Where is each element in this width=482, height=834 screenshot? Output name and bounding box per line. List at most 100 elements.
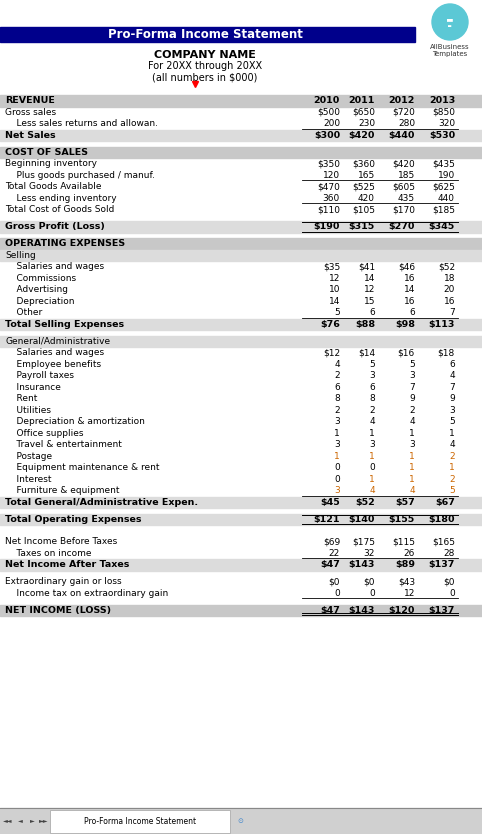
Text: 1: 1 <box>369 429 375 438</box>
Text: 120: 120 <box>323 171 340 180</box>
Text: 20: 20 <box>443 285 455 294</box>
Text: $137: $137 <box>428 605 455 615</box>
Text: 1: 1 <box>409 475 415 484</box>
Text: 0: 0 <box>334 463 340 472</box>
Bar <box>0 559 482 570</box>
Text: $300: $300 <box>314 131 340 140</box>
Text: $18: $18 <box>438 349 455 357</box>
Text: 6: 6 <box>369 309 375 317</box>
Text: $143: $143 <box>348 560 375 570</box>
Text: 4: 4 <box>335 359 340 369</box>
Text: 2: 2 <box>335 406 340 414</box>
Text: 4: 4 <box>409 486 415 495</box>
Text: 14: 14 <box>329 297 340 306</box>
Text: 320: 320 <box>438 119 455 128</box>
Text: $143: $143 <box>348 605 375 615</box>
Text: $89: $89 <box>395 560 415 570</box>
Text: $0: $0 <box>329 577 340 586</box>
Bar <box>0 514 482 525</box>
Text: 0: 0 <box>369 463 375 472</box>
Text: Net Income After Taxes: Net Income After Taxes <box>5 560 129 570</box>
Text: 28: 28 <box>443 549 455 558</box>
Text: Salaries and wages: Salaries and wages <box>5 349 104 357</box>
Text: 12: 12 <box>403 589 415 598</box>
Text: 200: 200 <box>323 119 340 128</box>
Text: 6: 6 <box>449 359 455 369</box>
Text: 10: 10 <box>329 285 340 294</box>
Text: (all numbers in $000): (all numbers in $000) <box>152 72 258 82</box>
Bar <box>0 605 482 616</box>
Bar <box>0 221 482 233</box>
Text: $121: $121 <box>313 515 340 524</box>
Text: 14: 14 <box>363 274 375 283</box>
Text: 0: 0 <box>369 589 375 598</box>
Text: $69: $69 <box>323 537 340 546</box>
Text: 420: 420 <box>358 193 375 203</box>
Bar <box>0 95 482 107</box>
Text: $16: $16 <box>398 349 415 357</box>
Text: 16: 16 <box>403 274 415 283</box>
Text: 1: 1 <box>409 452 415 460</box>
Text: 8: 8 <box>369 394 375 404</box>
Text: $470: $470 <box>317 183 340 191</box>
Text: $435: $435 <box>432 159 455 168</box>
Text: Net Income Before Taxes: Net Income Before Taxes <box>5 537 117 546</box>
Text: 4: 4 <box>449 440 455 450</box>
Text: Templates: Templates <box>432 51 468 57</box>
Text: $105: $105 <box>352 205 375 214</box>
Text: 2: 2 <box>369 406 375 414</box>
Text: $43: $43 <box>398 577 415 586</box>
Text: Total Operating Expenses: Total Operating Expenses <box>5 515 142 524</box>
Text: $315: $315 <box>349 222 375 231</box>
Text: 7: 7 <box>449 309 455 317</box>
Text: $530: $530 <box>429 131 455 140</box>
Text: $67: $67 <box>435 498 455 507</box>
Text: 6: 6 <box>334 383 340 392</box>
Text: 435: 435 <box>398 193 415 203</box>
Text: 2011: 2011 <box>348 96 375 105</box>
Bar <box>0 335 482 347</box>
Text: 1: 1 <box>449 429 455 438</box>
Text: $605: $605 <box>392 183 415 191</box>
Text: $35: $35 <box>323 262 340 271</box>
Text: Furniture & equipment: Furniture & equipment <box>5 486 120 495</box>
Text: 4: 4 <box>409 417 415 426</box>
Text: $850: $850 <box>432 108 455 117</box>
Text: Rent: Rent <box>5 394 38 404</box>
Text: 3: 3 <box>369 440 375 450</box>
Text: Total Cost of Goods Sold: Total Cost of Goods Sold <box>5 205 114 214</box>
Text: Other: Other <box>5 309 42 317</box>
Text: $115: $115 <box>392 537 415 546</box>
Text: $345: $345 <box>429 222 455 231</box>
Text: $270: $270 <box>388 222 415 231</box>
Text: Depreciation: Depreciation <box>5 297 75 306</box>
Bar <box>0 238 482 249</box>
Text: 1: 1 <box>409 463 415 472</box>
Text: NET INCOME (LOSS): NET INCOME (LOSS) <box>5 605 111 615</box>
Text: 4: 4 <box>369 417 375 426</box>
Text: ◄◄: ◄◄ <box>3 818 13 823</box>
Text: Commissions: Commissions <box>5 274 76 283</box>
Text: Utilities: Utilities <box>5 406 51 414</box>
Bar <box>0 129 482 141</box>
Text: Payroll taxes: Payroll taxes <box>5 371 74 380</box>
Text: $650: $650 <box>352 108 375 117</box>
Text: OPERATING EXPENSES: OPERATING EXPENSES <box>5 239 125 249</box>
Text: 0: 0 <box>334 475 340 484</box>
Text: $525: $525 <box>352 183 375 191</box>
Text: 3: 3 <box>334 417 340 426</box>
Text: Net Sales: Net Sales <box>5 131 55 140</box>
Text: Advertising: Advertising <box>5 285 68 294</box>
Text: 2: 2 <box>449 452 455 460</box>
Bar <box>0 808 482 834</box>
Text: 6: 6 <box>409 309 415 317</box>
Text: 1: 1 <box>369 452 375 460</box>
Text: $720: $720 <box>392 108 415 117</box>
Text: Plus goods purchased / manuf.: Plus goods purchased / manuf. <box>5 171 155 180</box>
Text: 1: 1 <box>334 452 340 460</box>
Text: $170: $170 <box>392 205 415 214</box>
Text: Extraordinary gain or loss: Extraordinary gain or loss <box>5 577 121 586</box>
Text: 5: 5 <box>449 486 455 495</box>
Text: $14: $14 <box>358 349 375 357</box>
Text: $120: $120 <box>388 605 415 615</box>
